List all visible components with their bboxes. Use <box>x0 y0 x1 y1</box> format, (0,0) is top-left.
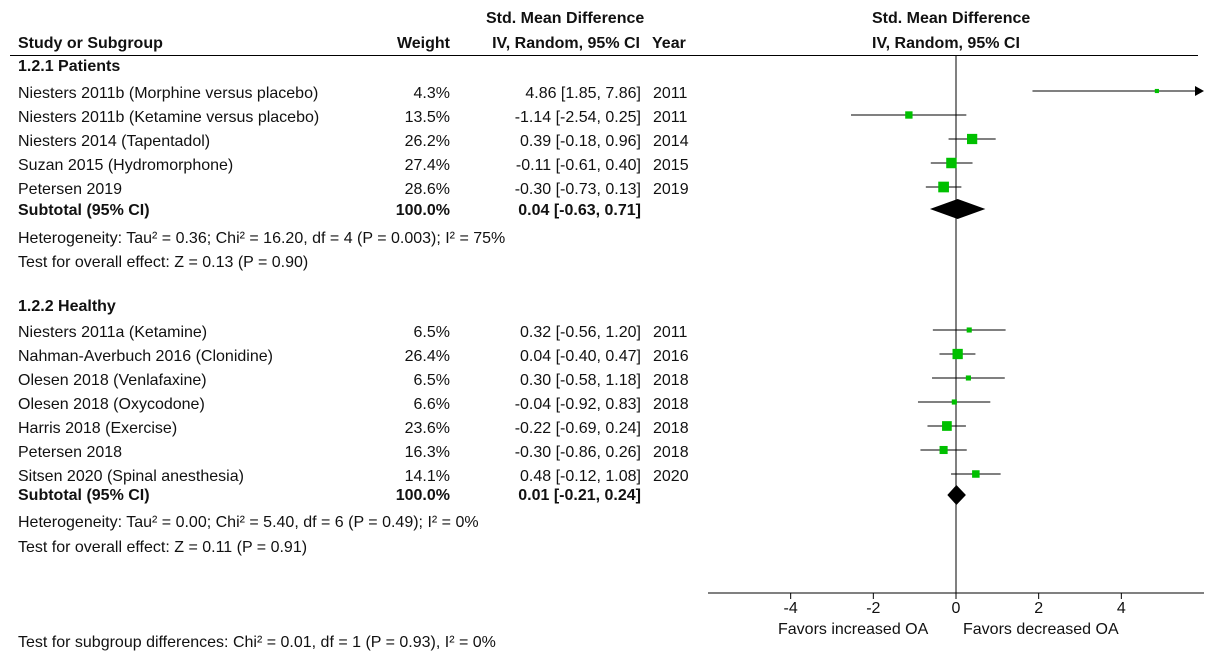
col-plot-header: IV, Random, 95% CI <box>872 35 1020 52</box>
study-year: 2015 <box>653 157 689 174</box>
point-estimate <box>967 133 978 145</box>
col-ci-header: IV, Random, 95% CI <box>492 35 640 52</box>
study-weight: 14.1% <box>404 468 450 485</box>
point-estimate <box>972 470 980 478</box>
study-weight: 13.5% <box>404 109 450 126</box>
study-weight: 23.6% <box>404 420 450 437</box>
study-weight: 26.4% <box>404 348 450 365</box>
study-ci: -0.11 [-0.61, 0.40] <box>515 157 641 174</box>
col-weight-header: Weight <box>396 35 450 52</box>
subtotal-diamond <box>929 199 986 219</box>
point-estimate <box>939 445 948 455</box>
subtotal-label: Subtotal (95% CI) <box>18 202 150 219</box>
study-year: 2011 <box>653 109 688 126</box>
study-name: Harris 2018 (Exercise) <box>18 420 178 437</box>
x-tick-label: 0 <box>952 600 961 617</box>
subtotal-weight: 100.0% <box>395 202 450 219</box>
subtotal-ci: 0.04 [-0.63, 0.71] <box>518 202 641 219</box>
x-tick-label: 2 <box>1034 600 1043 617</box>
subtotal-ci: 0.01 [-0.21, 0.24] <box>518 487 641 504</box>
study-name: Niesters 2011a (Ketamine) <box>18 324 208 341</box>
study-name: Olesen 2018 (Venlafaxine) <box>18 372 207 389</box>
study-name: Nahman-Averbuch 2016 (Clonidine) <box>18 348 273 365</box>
overall-effect-text: Test for overall effect: Z = 0.11 (P = 0… <box>18 539 308 556</box>
study-weight: 4.3% <box>413 85 450 102</box>
clip-arrow-icon <box>1195 86 1204 96</box>
subtotal-weight: 100.0% <box>395 487 450 504</box>
point-estimate <box>905 111 913 119</box>
study-weight: 6.5% <box>413 372 450 389</box>
study-ci: -0.30 [-0.86, 0.26] <box>514 444 641 461</box>
header-rule <box>10 55 1198 56</box>
smd-header-right: Std. Mean Difference <box>872 10 1031 27</box>
study-ci: 0.30 [-0.58, 1.18] <box>520 372 641 389</box>
study-year: 2016 <box>653 348 689 365</box>
study-ci: 0.04 [-0.40, 0.47] <box>520 348 641 365</box>
point-estimate <box>966 327 972 333</box>
x-tick-label: 4 <box>1117 600 1126 617</box>
study-year: 2018 <box>653 396 689 413</box>
point-estimate <box>965 375 971 381</box>
col-study-header: Study or Subgroup <box>18 35 163 52</box>
heterogeneity-text: Heterogeneity: Tau² = 0.36; Chi² = 16.20… <box>18 230 506 247</box>
study-name: Olesen 2018 (Oxycodone) <box>18 396 205 413</box>
study-year: 2019 <box>653 181 689 198</box>
study-ci: -0.22 [-0.69, 0.24] <box>514 420 641 437</box>
study-weight: 27.4% <box>404 157 450 174</box>
study-name: Niesters 2014 (Tapentadol) <box>18 133 211 150</box>
smd-header-left: Std. Mean Difference <box>486 10 645 27</box>
subtotal-diamond <box>947 485 966 505</box>
study-ci: -0.04 [-0.92, 0.83] <box>514 396 641 413</box>
study-ci: 4.86 [1.85, 7.86] <box>525 85 641 102</box>
subgroup-differences-text: Test for subgroup differences: Chi² = 0.… <box>18 634 496 651</box>
study-year: 2018 <box>653 372 689 389</box>
point-estimate <box>946 157 957 169</box>
study-ci: 0.39 [-0.18, 0.96] <box>520 133 641 150</box>
point-estimate <box>942 421 952 431</box>
x-tick-label: -4 <box>784 600 798 617</box>
study-year: 2018 <box>653 420 689 437</box>
point-estimate <box>951 399 957 405</box>
study-weight: 16.3% <box>404 444 450 461</box>
study-name: Sitsen 2020 (Spinal anesthesia) <box>18 468 244 485</box>
study-ci: 0.32 [-0.56, 1.20] <box>520 324 641 341</box>
overall-effect-text: Test for overall effect: Z = 0.13 (P = 0… <box>18 254 309 271</box>
favors-right-label: Favors decreased OA <box>963 621 1119 638</box>
study-name: Petersen 2019 <box>18 181 123 198</box>
subtotal-label: Subtotal (95% CI) <box>18 487 150 504</box>
study-year: 2011 <box>653 85 688 102</box>
study-ci: 0.48 [-0.12, 1.08] <box>520 468 641 485</box>
study-weight: 28.6% <box>404 181 450 198</box>
x-tick-label: -2 <box>866 600 880 617</box>
study-ci: -1.14 [-2.54, 0.25] <box>514 109 641 126</box>
study-year: 2011 <box>653 324 688 341</box>
subgroup-title: 1.2.2 Healthy <box>18 298 116 315</box>
point-estimate <box>952 348 963 360</box>
study-weight: 26.2% <box>404 133 450 150</box>
study-ci: -0.30 [-0.73, 0.13] <box>514 181 641 198</box>
point-estimate <box>1154 88 1159 94</box>
study-name: Suzan 2015 (Hydromorphone) <box>18 157 234 174</box>
favors-left-label: Favors increased OA <box>778 621 929 638</box>
study-name: Niesters 2011b (Morphine versus placebo) <box>18 85 319 102</box>
study-name: Petersen 2018 <box>18 444 123 461</box>
study-weight: 6.6% <box>413 396 450 413</box>
study-year: 2018 <box>653 444 689 461</box>
study-weight: 6.5% <box>413 324 450 341</box>
heterogeneity-text: Heterogeneity: Tau² = 0.00; Chi² = 5.40,… <box>18 514 479 531</box>
subgroup-title: 1.2.1 Patients <box>18 58 121 75</box>
study-year: 2014 <box>653 133 689 150</box>
point-estimate <box>938 181 949 193</box>
col-year-header: Year <box>652 35 686 52</box>
study-year: 2020 <box>653 468 689 485</box>
study-name: Niesters 2011b (Ketamine versus placebo) <box>18 109 320 126</box>
